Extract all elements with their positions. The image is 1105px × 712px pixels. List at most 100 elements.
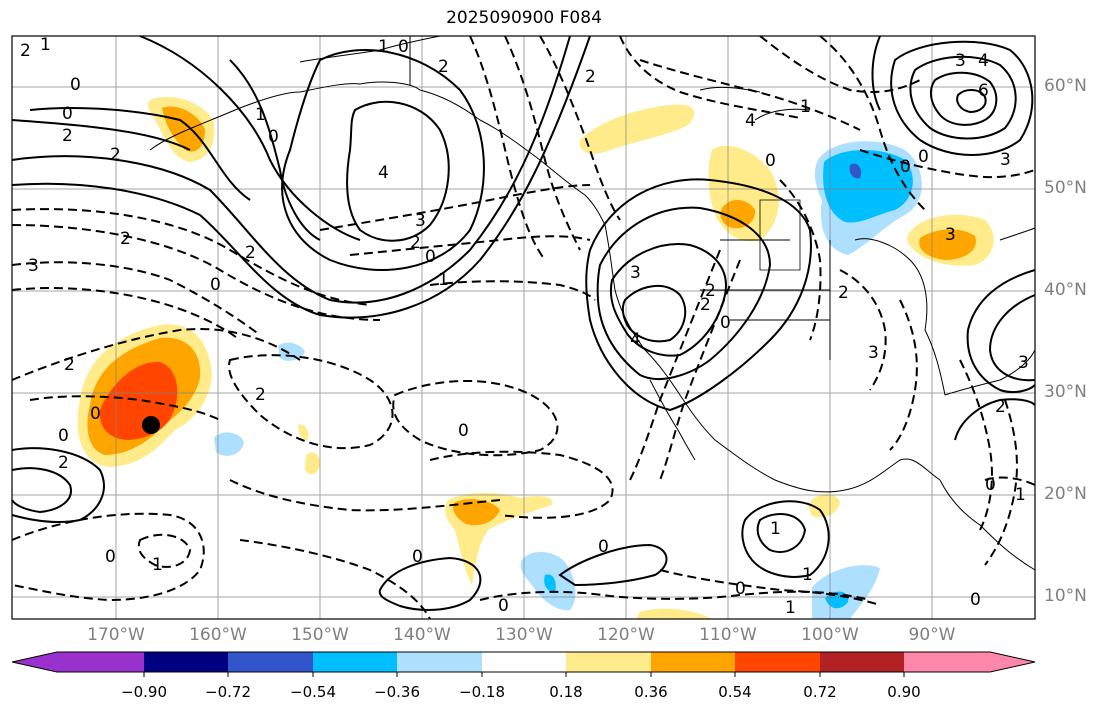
contour-label: 2 (62, 126, 73, 146)
colorbar-tick-label: −0.36 (374, 683, 420, 701)
contour-label: 4 (378, 163, 389, 183)
lat-label: 20°N (1044, 484, 1087, 504)
contour-label: 1 (438, 270, 449, 290)
contour-label: 0 (720, 313, 731, 333)
contour-label: 3 (1000, 150, 1011, 170)
contour-label: 2 (700, 295, 711, 315)
contour-label: 4 (745, 111, 756, 131)
contour-label: 0 (268, 127, 279, 147)
lon-label: 140°W (393, 625, 451, 645)
contour-label: 1 (255, 105, 266, 125)
colorbar-segment (144, 652, 228, 672)
contour-label: 2 (245, 243, 256, 263)
colorbar-segment (57, 652, 144, 672)
contour-label: 0 (398, 37, 409, 57)
contour-label: 2 (120, 229, 131, 249)
lat-label: 10°N (1044, 586, 1087, 606)
contour-label: 1 (1015, 485, 1026, 505)
lon-label: 120°W (597, 625, 655, 645)
colorbar-tick-label: −0.90 (121, 683, 167, 701)
colorbar-segment (228, 652, 313, 672)
lon-label: 100°W (801, 625, 859, 645)
contour-label: 1 (770, 519, 781, 539)
colorbar-segment (482, 652, 566, 672)
lon-label: 90°W (908, 625, 956, 645)
lat-label: 30°N (1044, 382, 1087, 402)
contour-label: 0 (62, 104, 73, 124)
contour-label: 0 (498, 596, 509, 616)
colorbar-tick-label: 0.18 (549, 683, 583, 701)
contour-label: 0 (412, 547, 423, 567)
colorbar-segment (397, 652, 482, 672)
colorbar-segment (313, 652, 397, 672)
contour-label: 2 (705, 281, 716, 301)
contour-label: 2 (585, 67, 596, 87)
contour-label: 1 (152, 555, 163, 575)
contour-label: 2 (410, 233, 421, 253)
contour-label: 3 (630, 263, 641, 283)
colorbar-tick-label: −0.54 (290, 683, 336, 701)
lat-label: 50°N (1044, 178, 1087, 198)
colorbar-tick-label: 0.36 (634, 683, 668, 701)
contour-label: 0 (425, 247, 436, 267)
contour-label: 2 (110, 145, 121, 165)
contour-label: 1 (40, 35, 51, 55)
graticule (12, 36, 1035, 619)
contour-label: 3 (28, 256, 39, 276)
contour-label: 3 (945, 225, 956, 245)
colorbar-segment (990, 652, 1035, 672)
contour-label: 0 (918, 147, 929, 167)
contours (11, 35, 1036, 611)
lon-label: 160°W (189, 625, 247, 645)
contour-label: 3 (868, 343, 879, 363)
contour-label: 2 (838, 283, 849, 303)
colorbar-outline (11, 651, 1036, 673)
colorbar-segment (566, 652, 651, 672)
colorbar-tick-label: 0.72 (803, 683, 837, 701)
contour-label: 0 (105, 547, 116, 567)
contour-label: 2 (255, 385, 266, 405)
contour-label: 1 (802, 565, 813, 585)
colorbar-tick-label: −0.72 (205, 683, 251, 701)
lon-label: 130°W (495, 625, 553, 645)
colorbar-segment (651, 652, 735, 672)
contour-label: 0 (458, 421, 469, 441)
contour-label: 0 (765, 151, 776, 171)
colorbar-tick-label: 0.54 (718, 683, 752, 701)
contour-label: 1 (378, 37, 389, 57)
contour-label: 6 (978, 81, 989, 101)
contour-label: 3 (1018, 353, 1029, 373)
colorbar-segment (904, 652, 990, 672)
contour-label: 0 (900, 157, 911, 177)
map-title: 2025090900 F084 (446, 8, 602, 28)
contour-label: 0 (985, 475, 996, 495)
lat-label: 40°N (1044, 280, 1087, 300)
contour-label: 2 (438, 57, 449, 77)
contour-label: 1 (800, 97, 811, 117)
lon-label: 110°W (699, 625, 757, 645)
contour-label: 0 (210, 275, 221, 295)
colorbar-segment (12, 652, 57, 672)
dashed-contours (11, 35, 1036, 620)
contour-label: 0 (735, 579, 746, 599)
contour-label: 0 (970, 590, 981, 610)
contour-label: 0 (90, 404, 101, 424)
colorbar (11, 651, 1036, 677)
coastlines (149, 35, 1036, 571)
colorbar-tick-label: −0.18 (459, 683, 505, 701)
contour-label: 3 (415, 211, 426, 231)
contour-label: 0 (598, 537, 609, 557)
lon-label: 170°W (87, 625, 145, 645)
contour-label: 3 (955, 51, 966, 71)
contour-label: 2 (58, 453, 69, 473)
contour-label: 2 (995, 397, 1006, 417)
colorbar-tick-label: 0.90 (887, 683, 921, 701)
contour-label: 0 (70, 75, 81, 95)
contour-label: 4 (630, 330, 641, 350)
contour-label: 4 (978, 51, 989, 71)
lon-label: 150°W (291, 625, 349, 645)
storm-center-marker (142, 416, 160, 434)
contour-label: 1 (785, 598, 796, 618)
map-frame (11, 35, 1036, 620)
